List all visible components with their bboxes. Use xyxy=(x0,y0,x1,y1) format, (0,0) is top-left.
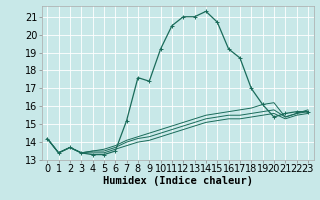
X-axis label: Humidex (Indice chaleur): Humidex (Indice chaleur) xyxy=(103,176,252,186)
